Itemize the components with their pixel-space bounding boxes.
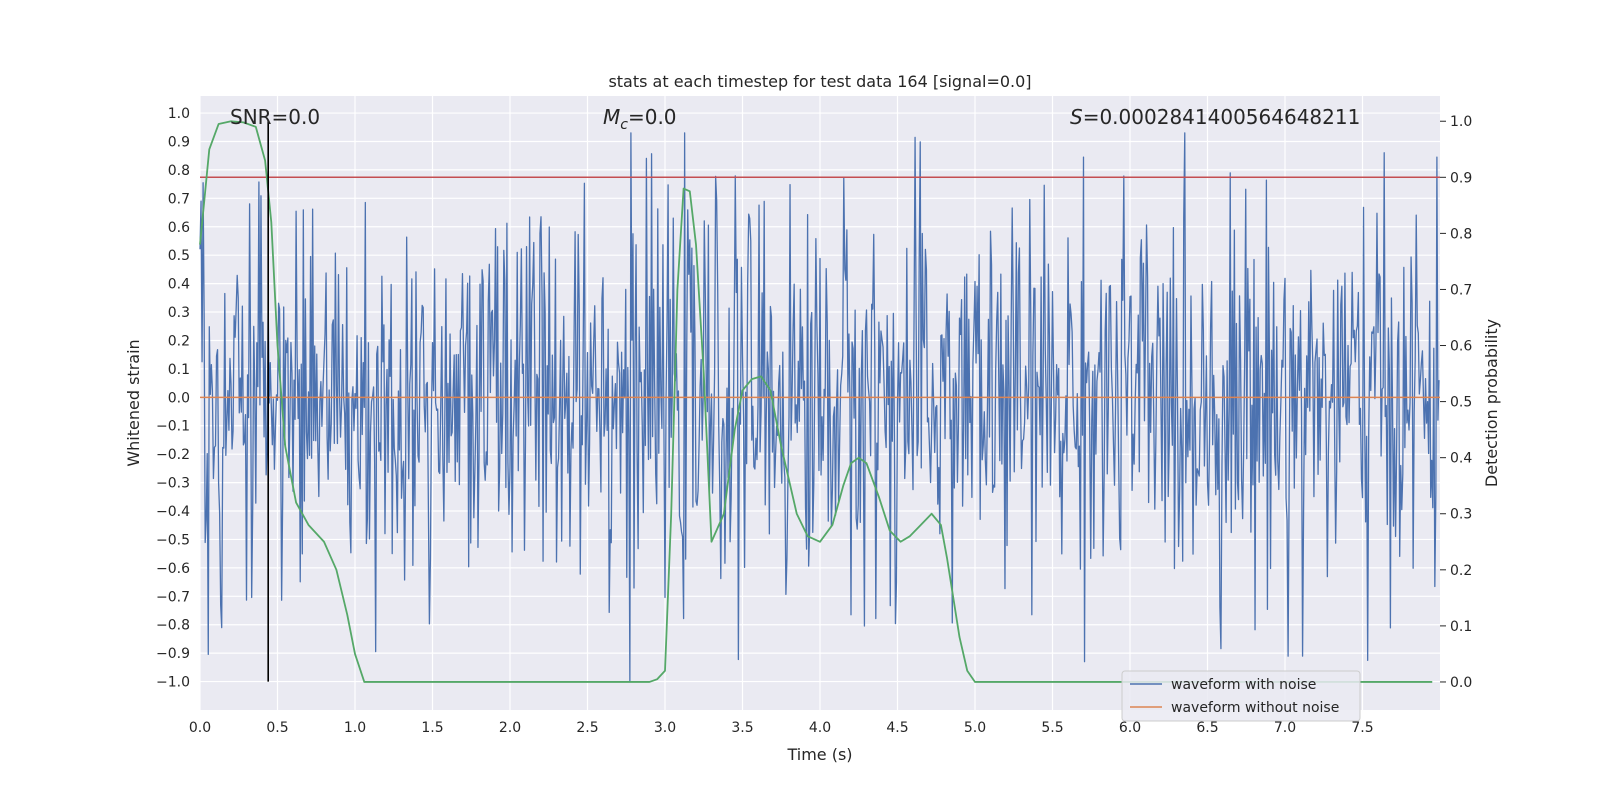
y-tick-label: 1.0 xyxy=(168,106,190,122)
y-tick-label: −0.8 xyxy=(156,618,190,634)
x-tick-label: 4.5 xyxy=(886,720,908,736)
right-axis: 1.0 0.9 0.8 0.7 0.6 0.5 0.4 0.3 0.2 0.1 0.0 xyxy=(1440,114,1472,691)
s-annotation: S=0.0002841400564648211 xyxy=(1070,105,1360,129)
x-tick-label: 3.5 xyxy=(731,720,753,736)
x-tick-label: 1.0 xyxy=(344,720,366,736)
x-tick-label: 3.0 xyxy=(654,720,676,736)
mc-value: =0.0 xyxy=(628,105,677,129)
series-layer xyxy=(199,120,1440,683)
right-tick-label: 0.2 xyxy=(1450,563,1472,579)
x-tick-label: 4.0 xyxy=(809,720,831,736)
mc-subscript: c xyxy=(620,117,628,133)
right-tick-label: 1.0 xyxy=(1450,114,1472,130)
x-tick-label: 5.0 xyxy=(964,720,986,736)
right-tick-label: 0.7 xyxy=(1450,282,1472,298)
x-axis-label: Time (s) xyxy=(786,745,852,764)
y-tick-label: 0.9 xyxy=(168,134,190,150)
right-tick-label: 0.4 xyxy=(1450,451,1472,467)
y-tick-label: −0.9 xyxy=(156,646,190,662)
x-tick-label: 2.5 xyxy=(576,720,598,736)
y-tick-label: −0.7 xyxy=(156,589,190,605)
right-tick-label: 0.5 xyxy=(1450,395,1472,411)
s-value: =0.0002841400564648211 xyxy=(1083,105,1361,129)
y-tick-label: 0.2 xyxy=(168,333,190,349)
x-tick-label: 0.0 xyxy=(189,720,211,736)
left-axis: 1.0 0.9 0.8 0.7 0.6 0.5 0.4 0.3 0.2 0.1 0.0 −0.1 −0.… xyxy=(156,106,190,691)
y-tick-label: −1.0 xyxy=(156,675,190,691)
y-tick-label: 0.6 xyxy=(168,220,190,236)
y-tick-label: −0.6 xyxy=(156,561,190,577)
right-tick-label: 0.6 xyxy=(1450,339,1472,355)
y-tick-label: 0.7 xyxy=(168,191,190,207)
right-tick-label: 0.8 xyxy=(1450,226,1472,242)
mc-symbol: M xyxy=(603,105,620,129)
y-tick-label: −0.1 xyxy=(156,419,190,435)
x-tick-label: 7.0 xyxy=(1274,720,1296,736)
y-tick-label: −0.2 xyxy=(156,447,190,463)
chart-title: stats at each timestep for test data 164… xyxy=(608,72,1031,91)
series-waveform-with-noise xyxy=(199,132,1440,683)
x-tick-label: 6.5 xyxy=(1196,720,1218,736)
y-tick-label: −0.5 xyxy=(156,532,190,548)
y-axis-label: Whitened strain xyxy=(124,339,143,466)
series-detection-probability xyxy=(199,120,1433,683)
x-tick-label: 5.5 xyxy=(1041,720,1063,736)
legend-label-clean: waveform without noise xyxy=(1171,700,1339,716)
x-tick-label: 2.0 xyxy=(499,720,521,736)
legend-box xyxy=(1121,670,1361,722)
y-tick-label: 0.4 xyxy=(168,277,190,293)
x-tick-label: 0.5 xyxy=(266,720,288,736)
y-tick-label: 0.3 xyxy=(168,305,190,321)
s-symbol: S xyxy=(1070,105,1083,129)
y-tick-label: 0.5 xyxy=(168,248,190,264)
right-tick-label: 0.1 xyxy=(1450,619,1472,635)
y-tick-label: −0.4 xyxy=(156,504,190,520)
x-tick-label: 7.5 xyxy=(1351,720,1373,736)
right-tick-label: 0.9 xyxy=(1450,170,1472,186)
x-tick-label: 6.0 xyxy=(1119,720,1141,736)
x-axis: 0.0 0.5 1.0 1.5 2.0 2.5 3.0 3.5 4.0 4.5 5.0 5.5 6.0 6… xyxy=(189,720,1374,736)
right-tick-label: 0.3 xyxy=(1450,507,1472,523)
y-tick-label: 0.1 xyxy=(168,362,190,378)
right-axis-label: Detection probability xyxy=(1482,319,1501,487)
snr-annotation: SNR=0.0 xyxy=(230,105,320,129)
legend: waveform with noise waveform without noi… xyxy=(1121,670,1361,722)
y-tick-label: 0.0 xyxy=(168,390,190,406)
y-tick-label: −0.3 xyxy=(156,476,190,492)
mc-annotation: Mc=0.0 xyxy=(603,105,677,133)
legend-label-noise: waveform with noise xyxy=(1171,677,1316,693)
y-tick-label: 0.8 xyxy=(168,163,190,179)
x-tick-label: 1.5 xyxy=(421,720,443,736)
right-tick-label: 0.0 xyxy=(1450,675,1472,691)
